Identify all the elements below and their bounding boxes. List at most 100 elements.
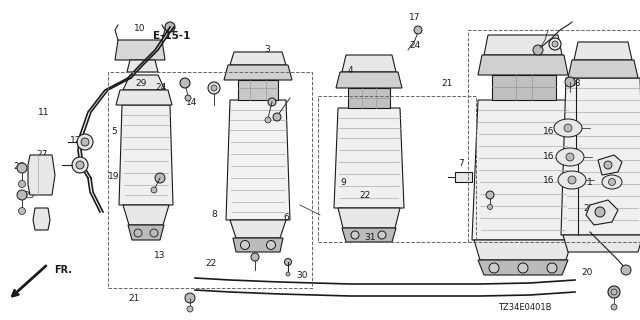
Polygon shape <box>561 78 640 235</box>
Circle shape <box>595 207 605 217</box>
Polygon shape <box>123 75 165 90</box>
Polygon shape <box>478 55 568 75</box>
Circle shape <box>266 241 275 250</box>
Text: 5: 5 <box>111 127 116 136</box>
Polygon shape <box>128 225 164 240</box>
Polygon shape <box>586 200 618 225</box>
Circle shape <box>17 163 27 173</box>
Text: 9: 9 <box>340 178 346 187</box>
Polygon shape <box>472 100 574 240</box>
Polygon shape <box>334 108 404 208</box>
Text: 20: 20 <box>582 268 593 277</box>
Polygon shape <box>342 228 396 242</box>
Circle shape <box>566 153 574 161</box>
Circle shape <box>81 138 89 146</box>
Text: 11: 11 <box>38 108 49 116</box>
Polygon shape <box>115 40 165 60</box>
Text: 21: 21 <box>441 79 452 88</box>
Circle shape <box>241 241 250 250</box>
Circle shape <box>151 187 157 193</box>
Text: 23: 23 <box>583 204 595 213</box>
Polygon shape <box>342 55 396 72</box>
Ellipse shape <box>558 171 586 189</box>
Circle shape <box>568 176 576 184</box>
Circle shape <box>608 286 620 298</box>
Circle shape <box>552 41 558 47</box>
Circle shape <box>187 306 193 312</box>
Polygon shape <box>574 42 632 60</box>
Text: 19: 19 <box>108 172 120 180</box>
Circle shape <box>549 38 561 50</box>
Circle shape <box>165 22 175 32</box>
Text: TZ34E0401B: TZ34E0401B <box>498 303 552 312</box>
Circle shape <box>180 78 190 88</box>
Circle shape <box>19 180 26 188</box>
Circle shape <box>211 85 217 91</box>
Circle shape <box>351 231 359 239</box>
Circle shape <box>208 82 220 94</box>
Text: 17: 17 <box>409 13 420 22</box>
Circle shape <box>268 98 276 106</box>
Circle shape <box>533 45 543 55</box>
Text: 4: 4 <box>348 66 353 75</box>
Text: 16: 16 <box>543 176 555 185</box>
Polygon shape <box>238 80 278 100</box>
Circle shape <box>488 204 493 210</box>
Text: 12: 12 <box>70 136 81 145</box>
Ellipse shape <box>556 148 584 166</box>
Polygon shape <box>28 155 55 195</box>
Polygon shape <box>224 65 292 80</box>
Text: 18: 18 <box>570 79 582 88</box>
Polygon shape <box>484 35 562 55</box>
Circle shape <box>565 77 575 87</box>
Polygon shape <box>226 100 290 220</box>
Ellipse shape <box>554 119 582 137</box>
Text: 22: 22 <box>359 191 371 200</box>
Text: 6: 6 <box>284 213 289 222</box>
Text: 3: 3 <box>265 45 270 54</box>
Polygon shape <box>455 172 472 182</box>
Polygon shape <box>492 75 556 100</box>
Circle shape <box>489 263 499 273</box>
Polygon shape <box>230 220 286 238</box>
Text: 31: 31 <box>364 233 376 242</box>
Circle shape <box>77 134 93 150</box>
Circle shape <box>609 179 616 186</box>
Circle shape <box>72 157 88 173</box>
Text: 26: 26 <box>13 162 25 171</box>
Polygon shape <box>338 208 400 228</box>
Text: 7: 7 <box>458 159 463 168</box>
Circle shape <box>378 231 386 239</box>
Circle shape <box>286 272 290 276</box>
Polygon shape <box>348 88 390 108</box>
Circle shape <box>414 26 422 34</box>
Text: 24: 24 <box>156 83 167 92</box>
Text: E-15-1: E-15-1 <box>153 31 190 41</box>
Polygon shape <box>598 155 622 175</box>
Circle shape <box>611 289 617 295</box>
Circle shape <box>285 259 291 266</box>
Circle shape <box>134 229 142 237</box>
Text: 14: 14 <box>186 98 198 107</box>
Text: 30: 30 <box>296 271 308 280</box>
Text: 27: 27 <box>36 150 47 159</box>
Polygon shape <box>230 52 286 65</box>
Text: 2: 2 <box>44 213 49 222</box>
Polygon shape <box>119 105 173 205</box>
Circle shape <box>621 265 631 275</box>
Polygon shape <box>568 60 638 78</box>
Text: 24: 24 <box>409 41 420 50</box>
Text: 15: 15 <box>601 159 612 168</box>
Text: 16: 16 <box>543 127 555 136</box>
Circle shape <box>265 117 271 123</box>
Text: 29: 29 <box>135 79 147 88</box>
Text: 21: 21 <box>129 294 140 303</box>
Text: FR.: FR. <box>54 265 72 275</box>
Text: 25: 25 <box>24 191 35 200</box>
Circle shape <box>19 207 26 214</box>
Circle shape <box>251 253 259 261</box>
Circle shape <box>155 173 165 183</box>
Polygon shape <box>336 72 402 88</box>
Polygon shape <box>233 238 283 252</box>
Circle shape <box>273 113 281 121</box>
